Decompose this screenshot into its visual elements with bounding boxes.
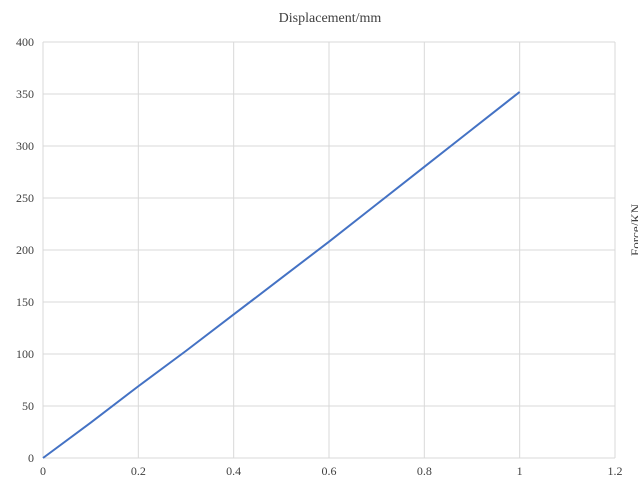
y-tick-label: 200 xyxy=(16,243,34,257)
y-tick-label: 100 xyxy=(16,347,34,361)
y-tick-label: 400 xyxy=(16,35,34,49)
x-tick-label: 0.8 xyxy=(417,464,432,478)
y-tick-label: 350 xyxy=(16,87,34,101)
x-tick-labels: 0 0.2 0.4 0.6 0.8 1 1.2 xyxy=(40,464,623,478)
chart-title: Displacement/mm xyxy=(279,11,382,26)
series-group xyxy=(42,91,521,459)
x-tick-label: 0.6 xyxy=(322,464,337,478)
y-tick-label: 50 xyxy=(22,399,34,413)
gridlines xyxy=(42,41,616,459)
y-tick-label: 0 xyxy=(28,451,34,465)
x-tick-label: 0.4 xyxy=(226,464,241,478)
x-tick-label: 0.2 xyxy=(131,464,146,478)
y-tick-labels: 0 50 100 150 200 250 300 350 400 xyxy=(16,35,34,465)
x-tick-label: 1.2 xyxy=(608,464,623,478)
y-tick-label: 250 xyxy=(16,191,34,205)
x-tick-label: 0 xyxy=(40,464,46,478)
y-tick-label: 300 xyxy=(16,139,34,153)
y-tick-label: 150 xyxy=(16,295,34,309)
x-tick-label: 1 xyxy=(517,464,523,478)
series-line xyxy=(42,91,521,459)
y-axis-label: Force/KN xyxy=(628,203,638,256)
